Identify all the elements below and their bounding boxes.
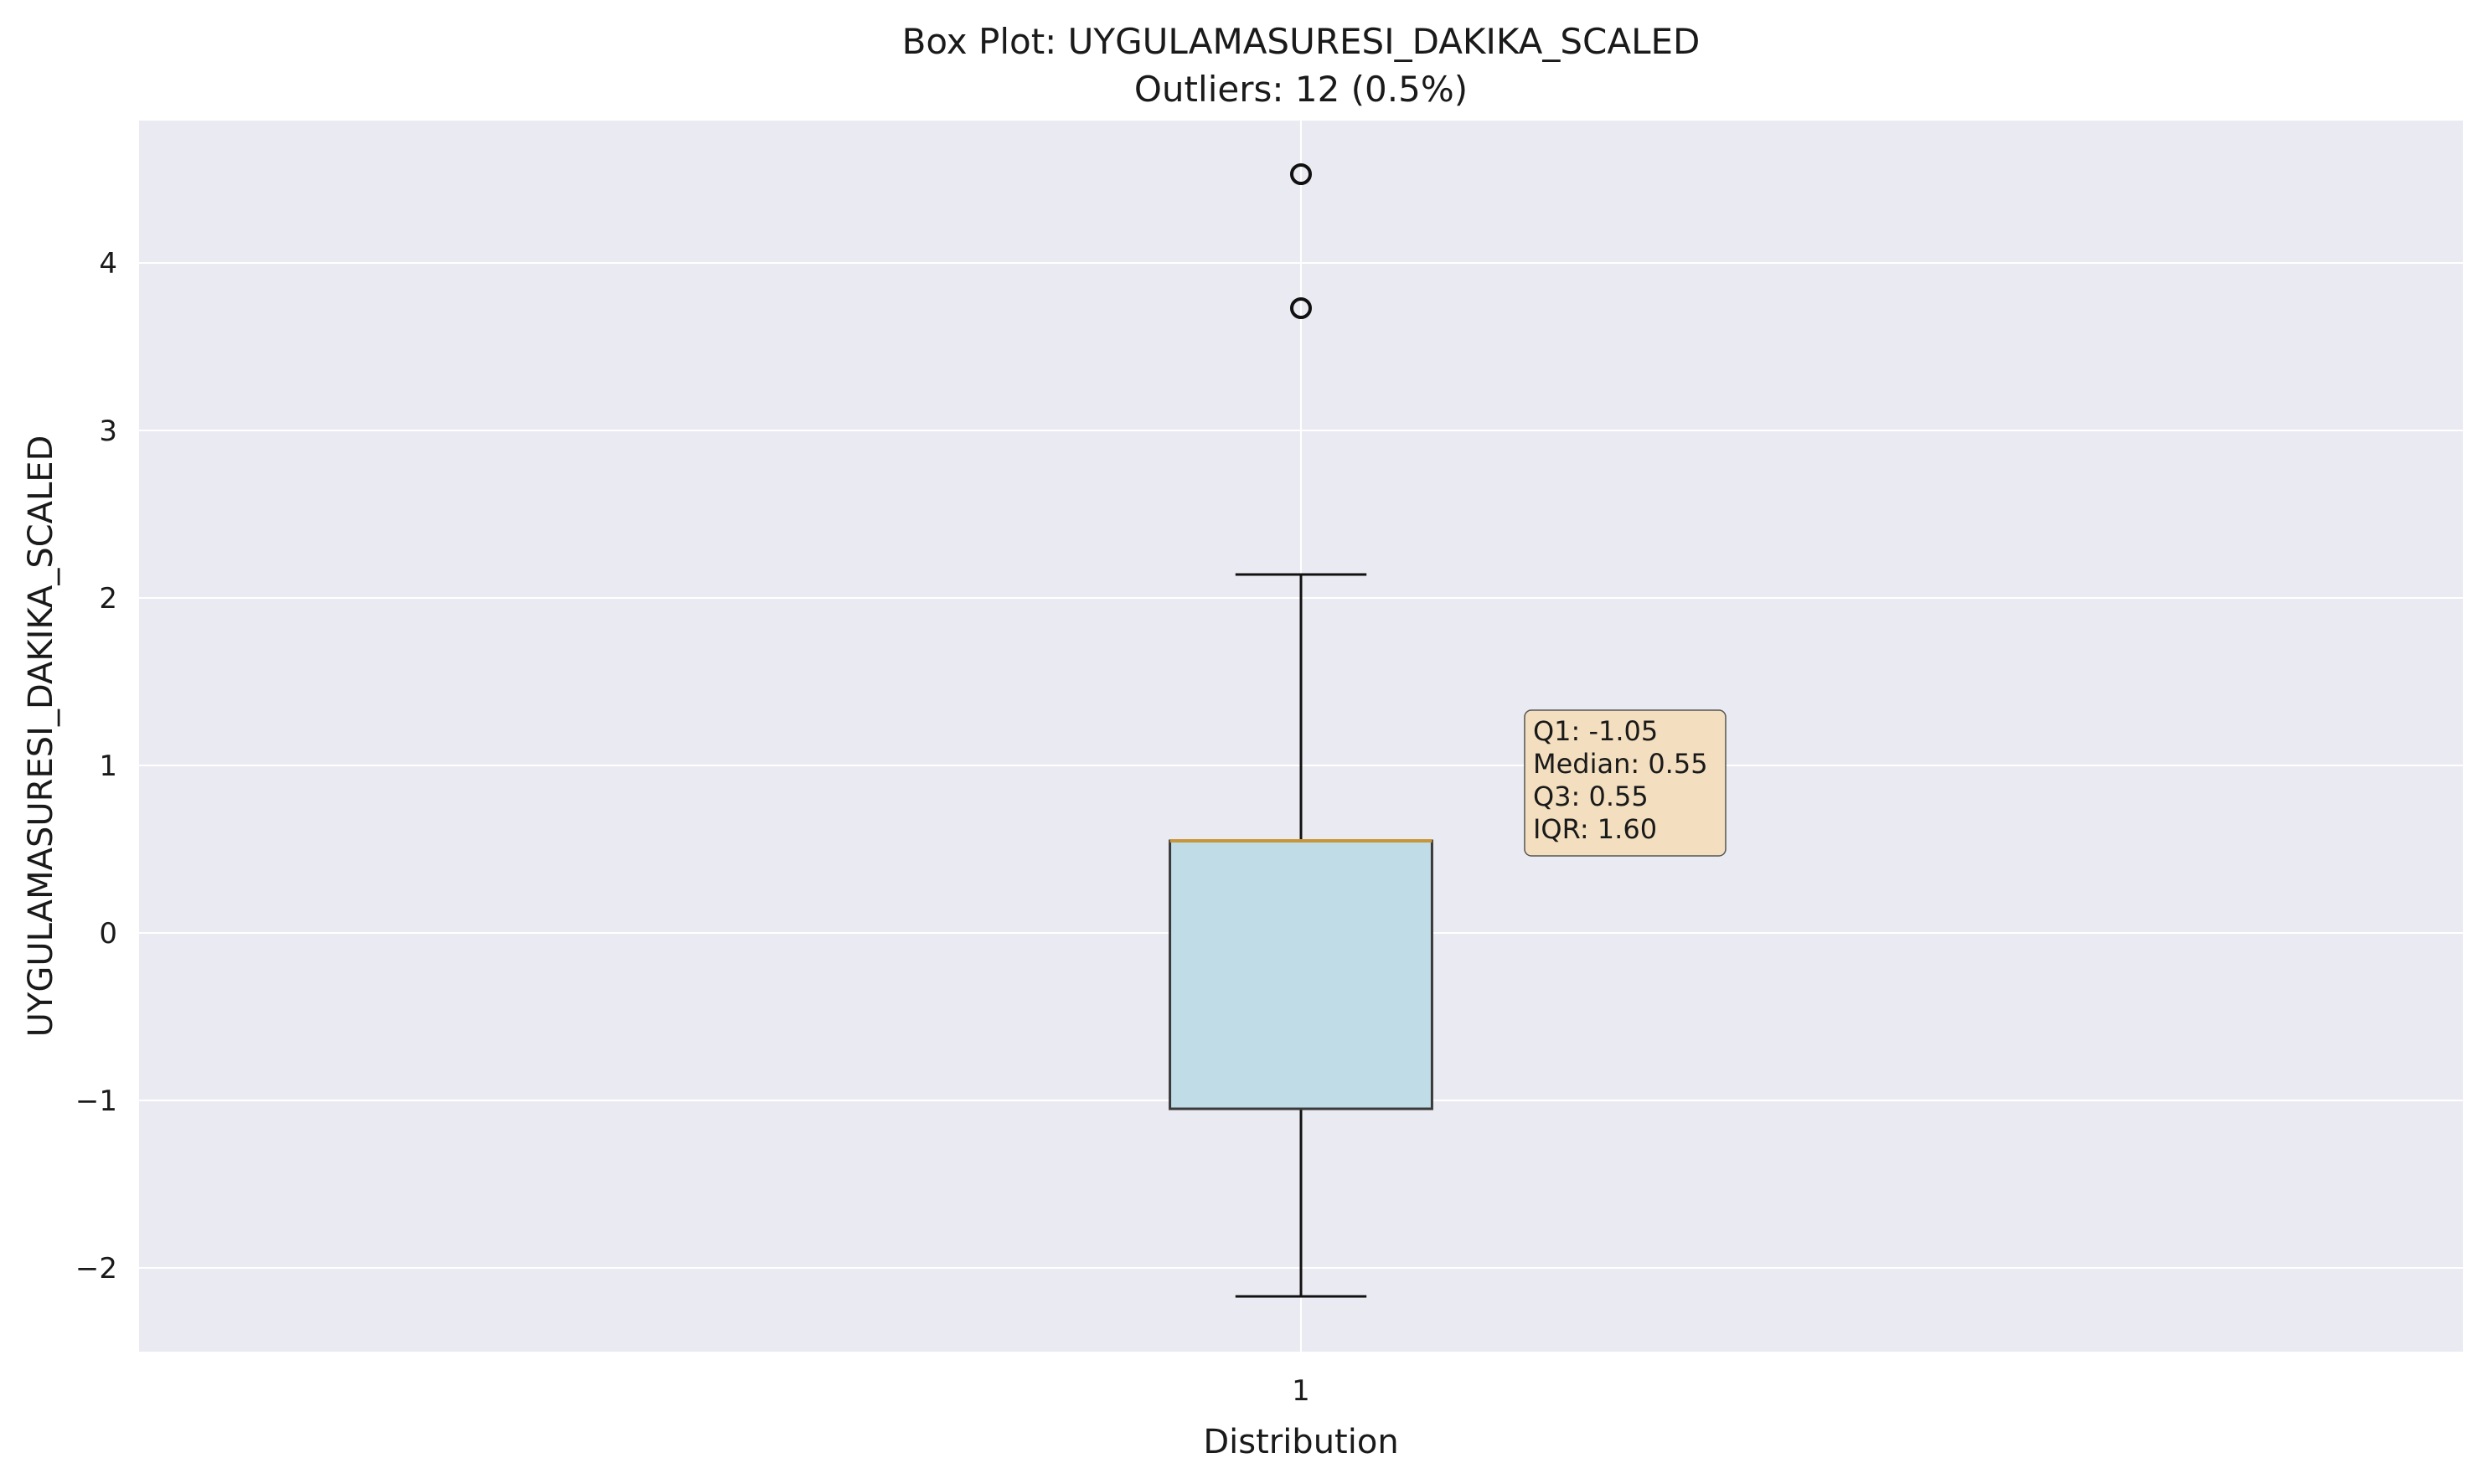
annotation-line: Q3: 0.55	[1533, 781, 1649, 812]
annotation-line: IQR: 1.60	[1533, 813, 1657, 845]
outlier-point	[1290, 163, 1312, 185]
x-tick-label: 1	[1292, 1374, 1310, 1408]
y-tick-label: 1	[99, 750, 117, 783]
y-tick-label: 0	[99, 917, 117, 951]
annotation-line: Q1: -1.05	[1533, 715, 1658, 747]
box-plot	[1169, 163, 1433, 1298]
chart-title: Box Plot: UYGULAMASURESI_DAKIKA_SCALED	[902, 21, 1701, 62]
y-axis-label: UYGULAMASURESI_DAKIKA_SCALED	[22, 435, 60, 1038]
annotation-box	[1524, 709, 1727, 857]
y-tick-label: 3	[99, 415, 117, 448]
y-tick-label: −2	[75, 1252, 117, 1286]
y-tick-label: 4	[99, 247, 117, 281]
axes: −2 −1 0 1 2 3 4 1	[75, 247, 1310, 1408]
x-axis-label: Distribution	[1203, 1423, 1398, 1461]
chart-subtitle: Outliers: 12 (0.5%)	[1134, 69, 1468, 110]
y-tick-label: −1	[75, 1085, 117, 1118]
box-iqr	[1169, 839, 1433, 1110]
outlier-point	[1290, 297, 1312, 319]
annotation-line: Median: 0.55	[1533, 748, 1708, 780]
y-tick-label: 2	[99, 582, 117, 616]
